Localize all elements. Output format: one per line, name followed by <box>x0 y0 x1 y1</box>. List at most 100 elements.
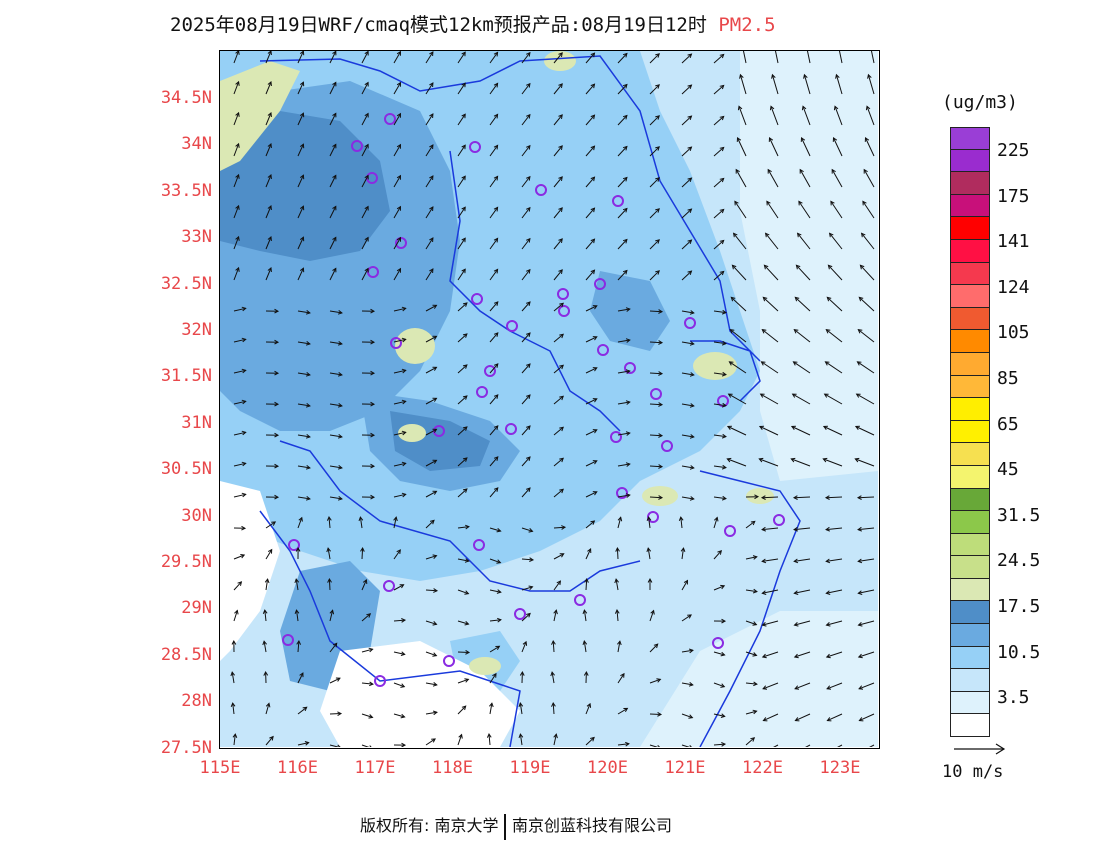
wind-arrow <box>329 434 342 438</box>
wind-arrow-head <box>750 520 756 526</box>
wind-arrow <box>830 201 843 219</box>
wind-arrow <box>858 297 875 312</box>
wind-arrow <box>730 297 747 312</box>
legend-tick-label: 141 <box>997 231 1030 253</box>
wind-arrow-head <box>683 579 689 585</box>
wind-arrow <box>585 703 591 715</box>
wind-arrow-head <box>856 361 862 366</box>
wind-arrow <box>425 555 437 560</box>
wind-arrow-head <box>721 742 727 747</box>
wind-arrow <box>425 175 434 188</box>
wind-arrow <box>425 268 434 281</box>
wind-arrow-head <box>493 425 499 430</box>
wind-arrow-head <box>461 705 467 711</box>
wind-arrow <box>329 496 342 500</box>
wind-arrow-head <box>721 340 727 346</box>
wind-arrow <box>296 610 299 622</box>
wind-arrow-head <box>493 206 499 212</box>
wind-arrow-head <box>522 640 528 646</box>
station-circle <box>384 113 396 125</box>
wind-arrow <box>862 201 875 219</box>
legend-tick-label: 105 <box>997 322 1030 344</box>
wind-arrow-head <box>622 114 628 120</box>
wind-arrow <box>295 579 299 591</box>
wind-arrow <box>393 400 406 405</box>
wind-arrow-head <box>241 525 247 531</box>
wind-arrow <box>297 341 310 345</box>
wind-arrow <box>329 372 342 376</box>
wind-arrow <box>825 496 843 499</box>
wind-arrow-head <box>719 270 725 276</box>
wind-arrow <box>297 496 310 500</box>
wind-arrow-head <box>526 394 531 400</box>
lat-tick-label: 33.5N <box>160 180 212 201</box>
wind-arrow <box>553 395 564 405</box>
wind-arrow <box>233 81 240 95</box>
wind-arrow <box>796 264 811 281</box>
wind-arrow <box>393 144 401 157</box>
wind-arrow-head <box>825 653 831 659</box>
wind-arrow-head <box>762 296 768 302</box>
wind-arrow <box>649 208 660 219</box>
wind-arrow <box>649 53 660 64</box>
wind-arrow <box>393 651 405 655</box>
wind-arrow <box>521 176 531 188</box>
wind-arrow <box>233 493 246 498</box>
wind-arrow <box>521 145 531 157</box>
wind-arrow-head <box>790 425 796 431</box>
wind-arrow <box>521 114 531 126</box>
legend-swatch <box>950 149 990 173</box>
legend-swatch <box>950 669 990 692</box>
wind-arrow <box>681 682 693 686</box>
wind-arrow-head <box>790 457 796 463</box>
station-circle <box>282 634 294 646</box>
wind-arrow <box>585 491 598 498</box>
wind-arrow <box>863 169 875 188</box>
wind-arrow-head <box>526 332 531 338</box>
wind-arrow-head <box>822 457 828 463</box>
wind-arrow <box>489 425 499 436</box>
wind-arrow <box>553 269 563 281</box>
vector-reference-arrow <box>954 743 1006 755</box>
wind-arrow <box>681 713 693 719</box>
wind-arrow-head <box>462 395 468 400</box>
wind-arrow-head <box>721 371 727 377</box>
wind-arrow <box>681 496 694 500</box>
wind-arrow-head <box>493 175 499 181</box>
wind-arrow-head <box>766 200 771 206</box>
wind-arrow-head <box>518 702 524 708</box>
wind-arrow-head <box>235 173 240 179</box>
wind-arrow-head <box>760 361 766 366</box>
wind-arrow-head <box>558 238 563 243</box>
wind-arrow-head <box>529 557 535 562</box>
lon-tick-label: 122E <box>742 758 783 778</box>
wind-arrow <box>553 526 566 529</box>
wind-arrow-head <box>717 550 722 555</box>
wind-arrow <box>457 620 469 625</box>
wind-arrow-head <box>337 465 343 470</box>
wind-arrow-head <box>274 463 280 469</box>
wind-arrow-head <box>526 51 531 57</box>
wind-arrow-head <box>396 549 401 554</box>
wind-arrow-head <box>583 670 589 676</box>
lat-tick-label: 31N <box>181 412 212 433</box>
wind-arrow <box>649 643 659 653</box>
lon-tick-label: 118E <box>432 758 473 778</box>
spot-shanghai <box>693 352 737 380</box>
wind-arrow <box>393 369 406 374</box>
wind-arrow <box>457 206 466 219</box>
wind-arrow-head <box>822 425 828 431</box>
wind-arrow <box>649 403 663 406</box>
wind-arrow <box>488 733 491 746</box>
wind-arrow-head <box>863 168 868 174</box>
wind-arrow <box>233 610 238 622</box>
station-circle <box>717 395 729 407</box>
legend-unit: (ug/m3) <box>942 92 1018 113</box>
wind-arrow <box>858 558 875 562</box>
wind-arrow <box>551 672 555 684</box>
wind-arrow <box>585 114 595 126</box>
wind-arrow-head <box>237 581 243 586</box>
wind-arrow-head <box>358 516 364 522</box>
wind-arrow-head <box>592 398 598 403</box>
wind-arrow-head <box>867 73 872 79</box>
